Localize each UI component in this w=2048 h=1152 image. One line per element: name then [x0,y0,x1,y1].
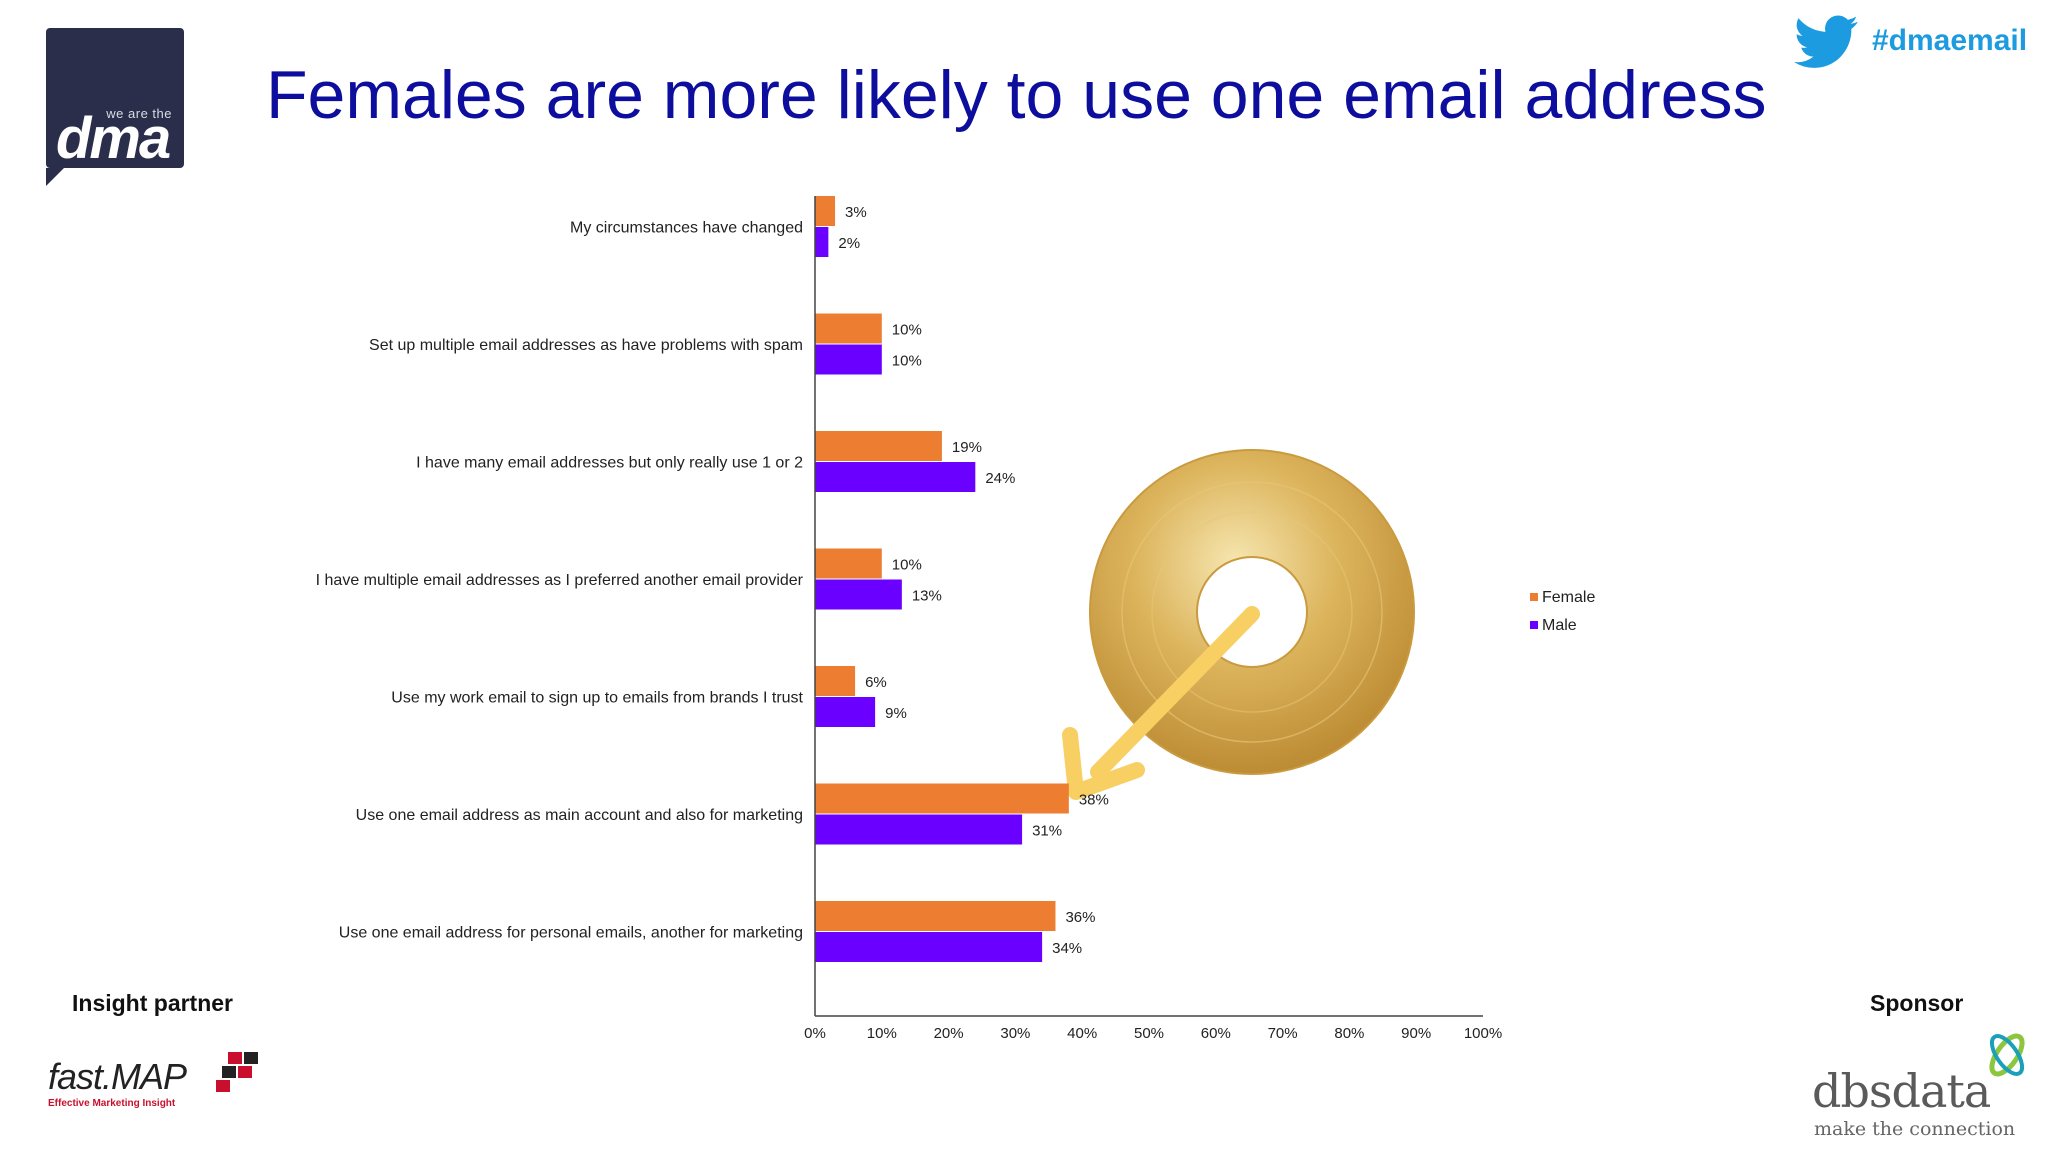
fastmap-squares-icon [216,1052,258,1092]
bar-male [815,814,1023,845]
hashtag[interactable]: #dmaemail [1872,24,2028,57]
bar-male [815,227,829,257]
x-tick-label: 10% [867,1025,897,1042]
x-tick-label: 50% [1134,1025,1164,1042]
bar-male [815,462,976,492]
twitter-bird-icon [1794,15,1858,68]
bar-value-label: 19% [952,439,982,456]
dma-logo-small-text: we are the [106,106,172,121]
bar-value-label: 31% [1032,823,1062,840]
dma-logo: we are the dma [46,28,184,186]
gold-record-illustration [1062,449,1416,800]
dbsdata-swirl-icon [1989,1033,2025,1077]
category-label: Set up multiple email addresses as have … [369,337,803,354]
bar-female [815,548,882,579]
bar-value-label: 10% [892,353,922,370]
category-label: I have many email addresses but only rea… [416,455,803,472]
bar-female [815,431,942,461]
bar-value-label: 13% [912,588,942,605]
legend-swatch-male [1530,621,1538,629]
legend-label-female: Female [1542,589,1595,606]
sponsor-label: Sponsor [1870,990,1964,1016]
fastmap-logo: fast.MAP Effective Marketing Insight [48,1050,268,1114]
category-label: Use one email address for personal email… [339,925,803,942]
dbsdata-logo: dbsdata make the connection [1812,1030,2032,1140]
bar-female [815,196,836,226]
bar-male [815,697,876,727]
dbsdata-logo-tagline: make the connection [1814,1118,2016,1140]
bar-value-label: 9% [885,705,907,722]
bar-value-label: 34% [1052,940,1082,957]
x-tick-label: 70% [1268,1025,1298,1042]
x-tick-label: 30% [1000,1025,1030,1042]
category-label: Use my work email to sign up to emails f… [391,690,803,707]
x-tick-label: 20% [934,1025,964,1042]
bar-female [815,783,1069,814]
bar-male [815,932,1043,962]
dma-logo-tail [46,168,64,186]
dma-logo-text: dma [56,106,171,171]
insight-partner-label: Insight partner [72,990,234,1016]
bar-male [815,579,902,610]
x-tick-label: 60% [1201,1025,1231,1042]
bar-value-label: 36% [1065,909,1095,926]
bar-value-label: 3% [845,204,867,221]
x-tick-label: 100% [1464,1025,1502,1042]
category-label: Use one email address as main account an… [356,807,803,824]
bar-male [815,344,882,375]
x-tick-label: 90% [1401,1025,1431,1042]
dbsdata-logo-text: dbsdata [1812,1064,1991,1118]
bar-value-label: 6% [865,674,887,691]
legend-label-male: Male [1542,617,1577,634]
bar-value-label: 2% [838,235,860,252]
x-tick-label: 40% [1067,1025,1097,1042]
category-label: I have multiple email addresses as I pre… [316,572,804,589]
bar-female [815,901,1056,931]
category-label: My circumstances have changed [570,220,803,237]
legend-swatch-female [1530,593,1538,601]
x-tick-label: 80% [1334,1025,1364,1042]
bar-value-label: 10% [892,557,922,574]
fastmap-logo-text: fast.MAP [48,1056,187,1097]
bar-female [815,666,856,696]
page-title: Females are more likely to use one email… [266,57,1767,133]
fastmap-logo-tagline: Effective Marketing Insight [48,1098,176,1109]
bar-value-label: 38% [1079,792,1109,809]
bar-value-label: 10% [892,322,922,339]
x-tick-label: 0% [804,1025,826,1042]
bar-female [815,313,882,344]
bar-value-label: 24% [985,470,1015,487]
